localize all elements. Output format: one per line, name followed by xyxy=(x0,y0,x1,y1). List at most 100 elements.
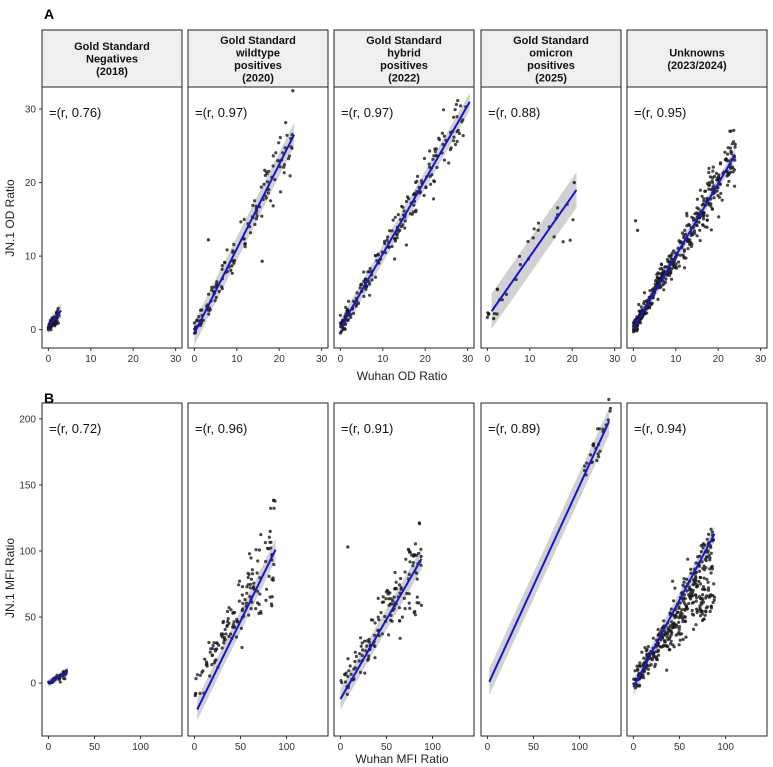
data-point xyxy=(635,326,639,330)
data-point xyxy=(208,674,212,678)
y-tick-label: 20 xyxy=(25,178,37,189)
data-point xyxy=(255,214,259,218)
data-point xyxy=(386,592,390,596)
data-point xyxy=(247,613,251,617)
data-point xyxy=(708,609,712,614)
data-point xyxy=(340,681,344,685)
data-point xyxy=(682,580,686,584)
data-point xyxy=(213,299,217,303)
data-point xyxy=(419,554,423,559)
data-point xyxy=(272,498,276,502)
y-tick-label: 10 xyxy=(25,252,37,263)
data-point xyxy=(360,654,364,658)
facet-b-2: =(r, 0.96) 0 50 100 xyxy=(187,402,329,753)
data-point xyxy=(256,601,260,605)
data-point xyxy=(638,321,643,325)
data-point xyxy=(495,287,499,291)
data-point xyxy=(204,663,208,667)
data-point xyxy=(596,452,600,456)
data-point xyxy=(413,542,418,546)
data-point xyxy=(393,237,397,241)
data-point xyxy=(271,154,275,158)
data-point xyxy=(726,183,730,187)
data-point xyxy=(347,669,351,673)
data-point xyxy=(668,635,672,639)
data-point xyxy=(278,135,282,140)
x-tick-label: 0 xyxy=(631,742,637,753)
data-point xyxy=(707,201,711,205)
data-point xyxy=(359,283,363,287)
data-point xyxy=(365,644,369,648)
data-point xyxy=(455,115,459,119)
data-point xyxy=(393,570,397,575)
data-point xyxy=(717,195,722,199)
data-point xyxy=(667,254,671,258)
data-point xyxy=(231,623,235,627)
data-point xyxy=(406,547,410,551)
data-point xyxy=(695,234,699,238)
data-point xyxy=(197,315,201,319)
data-point xyxy=(706,588,711,592)
data-point xyxy=(245,585,249,589)
data-point xyxy=(265,546,270,550)
x-tick-label: 30 xyxy=(170,354,182,365)
data-point xyxy=(419,179,424,183)
data-point xyxy=(195,673,200,677)
data-point xyxy=(403,570,407,574)
data-point xyxy=(698,239,702,243)
data-point xyxy=(252,581,256,585)
data-point xyxy=(217,289,221,294)
data-point xyxy=(56,309,60,313)
data-point xyxy=(705,605,710,609)
data-point xyxy=(710,207,715,211)
data-point xyxy=(288,174,292,178)
data-point xyxy=(720,198,724,202)
data-point xyxy=(706,580,710,584)
data-point xyxy=(671,249,676,253)
data-point xyxy=(260,259,264,263)
data-point xyxy=(383,241,387,246)
data-point xyxy=(193,694,197,698)
data-point xyxy=(656,648,661,652)
data-point xyxy=(709,228,713,232)
data-point xyxy=(696,207,701,211)
data-point xyxy=(689,571,693,575)
data-point xyxy=(500,298,504,302)
data-point xyxy=(239,626,243,631)
data-point xyxy=(272,506,276,510)
data-point xyxy=(694,561,698,565)
data-point xyxy=(413,613,417,617)
data-point xyxy=(63,677,67,681)
data-point xyxy=(598,449,602,453)
data-point xyxy=(412,203,416,207)
data-point xyxy=(398,619,402,623)
x-tick-label: 0 xyxy=(46,742,52,753)
data-point xyxy=(232,261,236,265)
data-point xyxy=(695,609,700,613)
data-point xyxy=(647,664,651,668)
data-point xyxy=(368,267,372,271)
data-point xyxy=(250,568,254,572)
data-point xyxy=(220,646,224,650)
data-point xyxy=(416,551,421,556)
data-point xyxy=(212,285,216,289)
data-point xyxy=(206,238,210,242)
data-point xyxy=(702,199,706,203)
data-point xyxy=(667,626,671,630)
data-point xyxy=(255,589,260,593)
data-point xyxy=(198,691,202,696)
y-tick-label: 0 xyxy=(30,679,36,690)
data-point xyxy=(441,142,445,146)
data-point xyxy=(687,585,692,589)
x-tick-label: 100 xyxy=(278,742,295,753)
data-point xyxy=(363,671,367,675)
facet-strip-label: (2018) xyxy=(96,66,128,78)
y-axis-label-b: JN.1 MFI Ratio xyxy=(3,538,17,618)
data-point xyxy=(368,293,372,297)
data-point xyxy=(285,133,289,137)
data-point xyxy=(685,577,689,581)
data-point xyxy=(701,585,706,589)
data-point xyxy=(259,185,263,189)
data-point xyxy=(666,638,670,642)
